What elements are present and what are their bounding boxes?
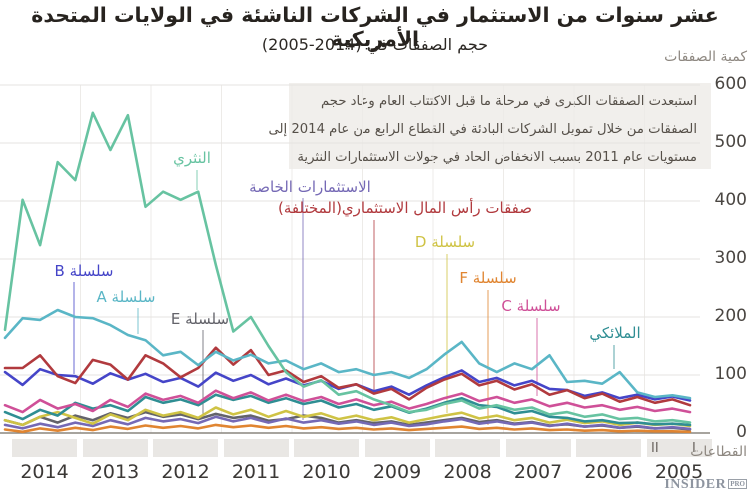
logo-name: INSIDER [664,477,727,492]
series-line-series-c [3,389,692,414]
series-label-private-investments: الاستثمارات الخاصة [249,178,371,196]
annotation-line-1: استبعدت الصفقات الكبرى في مرحلة ما قبل ا… [321,94,697,109]
year-band-2008 [435,439,500,457]
year-label-2007: 2007 [513,461,563,483]
y-axis-title: كمية الصفقات [664,49,747,65]
series-line-series-d [3,406,692,428]
year-label-2012: 2012 [161,461,210,483]
series-line-private-investments [3,415,692,431]
year-label-2013: 2013 [90,461,140,483]
insider-pro-logo: INSIDER PRO [664,477,747,493]
series-label-series-d: سلسلة D [414,233,476,251]
year-band-2010 [294,439,359,457]
series-line-series-a [3,308,692,400]
series-label-series-e: سلسلة E [170,310,230,328]
year-band-2007 [505,439,571,457]
year-band-2011 [223,439,289,457]
y-tick-200: 200 [714,306,747,326]
series-line-vc-other [3,346,692,407]
year-band-2013 [82,439,148,457]
logo-pro-badge: PRO [728,479,747,489]
year-band-2009 [364,439,430,457]
series-label-seed: النثري [173,149,211,167]
year-label-2006: 2006 [584,461,633,483]
series-line-series-b [3,367,692,402]
y-tick-100: 100 [714,364,747,384]
annotation-line-2: الصفقات من خلال تمويل الشركات البادئة في… [268,122,697,137]
series-label-series-b: سلسلة B [54,262,114,280]
year-band-2014 [12,439,77,457]
year-label-2014: 2014 [20,461,69,483]
year-band-2005 [646,439,712,457]
annotation-box: استبعدت الصفقات الكبرى في مرحلة ما قبل ا… [268,83,711,169]
year-band-2006 [576,439,641,457]
y-tick-400: 400 [714,190,747,210]
y-tick-600: 600 [714,74,747,94]
y-tick-0: 0 [736,422,747,442]
year-band-2012 [153,439,218,457]
series-line-angel [3,393,692,427]
quarter-mark-I: I [692,441,696,456]
page-title: عشر سنوات من الاستثمار في الشركات الناشئ… [31,3,719,51]
year-label-2010: 2010 [302,461,351,483]
series-line-series-f [3,423,692,434]
series-label-series-a: سلسلة A [96,288,156,306]
quarter-mark-II: II [651,441,659,456]
series-label-series-f: سلسلة F [459,269,517,287]
annotation-line-3: مستويات عام 2011 بسبب الانخفاض الحاد في … [297,150,697,165]
series-line-series-e [3,410,692,431]
year-label-2011: 2011 [231,461,281,483]
series-label-vc-other: صفقات رأس المال الاستثماري(المختلفة) [278,199,532,217]
y-tick-300: 300 [714,248,747,268]
page-subtitle: حجم الصفقات في (2014-2005) [261,35,489,54]
x-axis-title: القطاعات [690,444,747,460]
series-label-angel: الملائكي [589,324,641,342]
year-label-2005: 2005 [654,461,704,483]
year-label-2008: 2008 [443,461,492,483]
series-label-series-c: سلسلة C [501,297,561,315]
year-label-2009: 2009 [372,461,422,483]
y-tick-500: 500 [714,132,747,152]
